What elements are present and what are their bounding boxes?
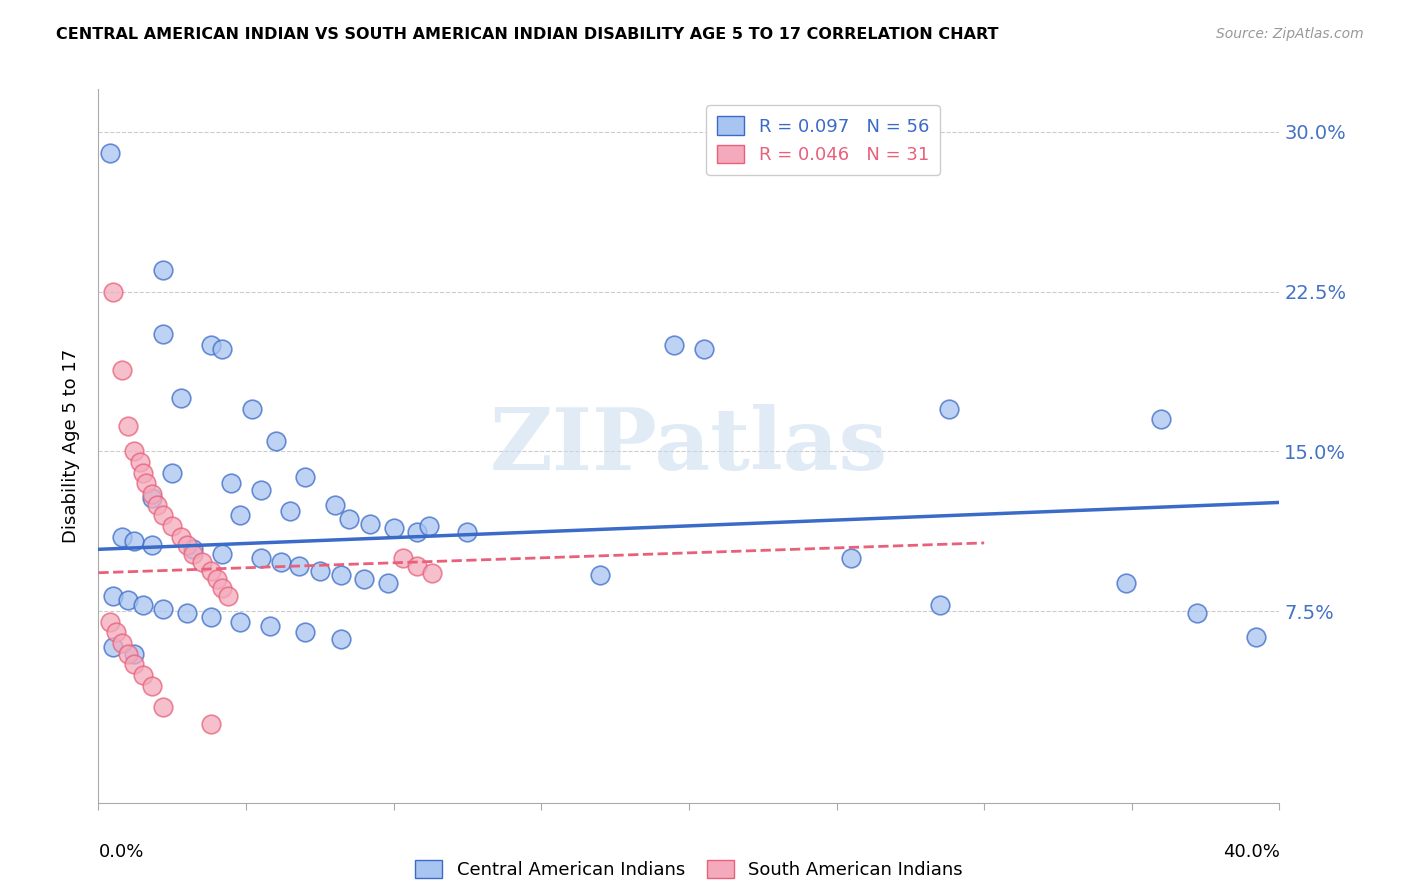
Point bbox=[928, 598, 950, 612]
Point bbox=[111, 363, 134, 377]
Point bbox=[132, 598, 155, 612]
Point bbox=[98, 146, 121, 161]
Point bbox=[205, 572, 228, 586]
Point bbox=[339, 512, 360, 526]
Point bbox=[152, 508, 174, 523]
Point bbox=[176, 538, 198, 552]
Point bbox=[111, 529, 134, 543]
Point bbox=[250, 550, 273, 565]
Point bbox=[162, 466, 183, 480]
Point bbox=[200, 717, 222, 731]
Point bbox=[589, 567, 612, 582]
Point bbox=[259, 619, 281, 633]
Y-axis label: Disability Age 5 to 17: Disability Age 5 to 17 bbox=[62, 349, 80, 543]
Point bbox=[141, 487, 163, 501]
Point bbox=[105, 625, 128, 640]
Point bbox=[98, 615, 121, 629]
Point bbox=[103, 589, 125, 603]
Point bbox=[132, 466, 155, 480]
Point bbox=[250, 483, 273, 497]
Point bbox=[420, 566, 443, 580]
Point bbox=[122, 647, 145, 661]
Point bbox=[329, 567, 352, 582]
Point bbox=[229, 508, 252, 523]
Point bbox=[135, 476, 157, 491]
Point bbox=[329, 632, 352, 646]
Point bbox=[294, 625, 316, 640]
Point bbox=[664, 338, 686, 352]
Point bbox=[456, 525, 478, 540]
Text: 0.0%: 0.0% bbox=[98, 843, 143, 861]
Point bbox=[382, 521, 405, 535]
Text: Source: ZipAtlas.com: Source: ZipAtlas.com bbox=[1216, 27, 1364, 41]
Point bbox=[141, 679, 163, 693]
Point bbox=[323, 498, 346, 512]
Point bbox=[309, 564, 332, 578]
Point bbox=[418, 519, 440, 533]
Point bbox=[152, 327, 174, 342]
Point bbox=[170, 529, 193, 543]
Point bbox=[111, 636, 134, 650]
Point bbox=[377, 576, 399, 591]
Point bbox=[132, 668, 155, 682]
Point bbox=[200, 338, 222, 352]
Point bbox=[141, 491, 163, 506]
Point bbox=[264, 434, 287, 448]
Point bbox=[122, 657, 145, 672]
Point bbox=[117, 593, 139, 607]
Point bbox=[294, 470, 316, 484]
Point bbox=[211, 342, 233, 356]
Point bbox=[359, 516, 381, 531]
Point bbox=[1150, 412, 1173, 426]
Point bbox=[162, 519, 183, 533]
Point bbox=[219, 476, 242, 491]
Point bbox=[278, 504, 302, 518]
Text: ZIPatlas: ZIPatlas bbox=[489, 404, 889, 488]
Point bbox=[200, 610, 222, 624]
Point bbox=[103, 640, 125, 655]
Point bbox=[122, 444, 145, 458]
Point bbox=[1185, 606, 1208, 620]
Point bbox=[229, 615, 252, 629]
Point bbox=[391, 550, 413, 565]
Point bbox=[406, 559, 429, 574]
Point bbox=[152, 602, 174, 616]
Point bbox=[117, 647, 139, 661]
Point bbox=[152, 700, 174, 714]
Point bbox=[841, 550, 863, 565]
Point bbox=[146, 498, 169, 512]
Point bbox=[128, 455, 150, 469]
Point bbox=[211, 581, 233, 595]
Point bbox=[200, 564, 222, 578]
Point bbox=[141, 538, 163, 552]
Point bbox=[117, 418, 139, 433]
Point bbox=[270, 555, 292, 569]
Point bbox=[152, 263, 174, 277]
Point bbox=[176, 606, 198, 620]
Point bbox=[191, 555, 214, 569]
Point bbox=[353, 572, 375, 586]
Point bbox=[1244, 630, 1267, 644]
Point bbox=[217, 589, 239, 603]
Point bbox=[170, 391, 193, 405]
Point bbox=[181, 547, 204, 561]
Text: CENTRAL AMERICAN INDIAN VS SOUTH AMERICAN INDIAN DISABILITY AGE 5 TO 17 CORRELAT: CENTRAL AMERICAN INDIAN VS SOUTH AMERICA… bbox=[56, 27, 998, 42]
Point bbox=[1115, 576, 1137, 591]
Point bbox=[938, 401, 960, 416]
Point bbox=[211, 547, 233, 561]
Text: 40.0%: 40.0% bbox=[1223, 843, 1279, 861]
Point bbox=[181, 542, 204, 557]
Legend: Central American Indians, South American Indians: Central American Indians, South American… bbox=[408, 853, 970, 887]
Point bbox=[103, 285, 125, 299]
Point bbox=[240, 401, 263, 416]
Point bbox=[406, 525, 429, 540]
Point bbox=[288, 559, 311, 574]
Point bbox=[122, 533, 145, 548]
Point bbox=[693, 342, 716, 356]
